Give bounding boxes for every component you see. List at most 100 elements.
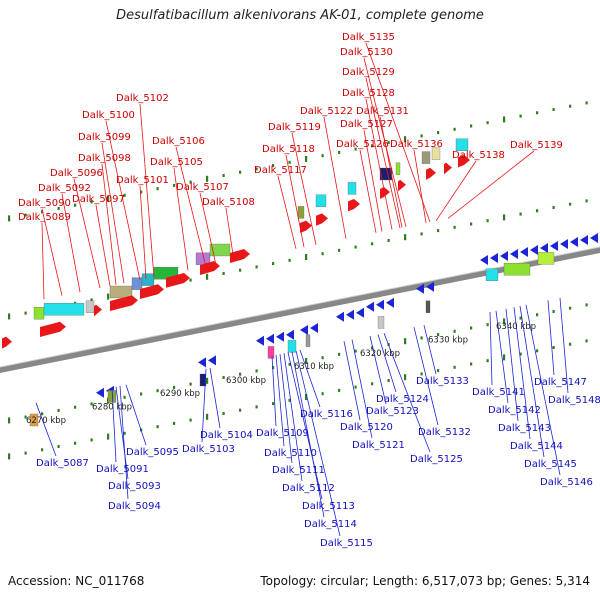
forward-leader-line — [291, 132, 317, 245]
tick-mark — [288, 160, 291, 164]
forward-leader-line — [277, 175, 297, 249]
tick-mark — [486, 219, 489, 223]
gene-features — [2, 138, 598, 427]
scale-label: 6320 kbp — [360, 349, 400, 359]
tick-mark — [255, 405, 258, 409]
tick-mark — [90, 402, 93, 406]
tick-mark — [404, 136, 407, 143]
tick-mark — [57, 207, 60, 210]
forward-leader-line — [413, 149, 427, 223]
gene-block — [141, 273, 155, 286]
reverse-leader-line — [413, 327, 439, 426]
reverse-gene-label: Dalk_5124 — [376, 394, 429, 405]
tick-mark — [57, 409, 60, 412]
scale-label: 6340 kbp — [496, 322, 536, 332]
gene-block — [33, 307, 45, 320]
forward-gene-label: Dalk_5090 — [18, 198, 71, 209]
reverse-gene-arrow — [550, 241, 558, 251]
scale-labels: 6270 kbp 6280 kbp 6290 kbp 6300 kbp 6310 kbp… — [26, 322, 536, 426]
reverse-leader-line — [201, 368, 207, 443]
reverse-gene-arrow — [266, 333, 274, 344]
gene-block — [503, 263, 531, 276]
reverse-gene-label: Dalk_5087 — [36, 458, 89, 469]
reverse-gene-arrow — [356, 307, 364, 318]
forward-gene-label: Dalk_5136 — [390, 139, 443, 150]
forward-leader-line — [41, 208, 63, 296]
tick-mark — [519, 212, 522, 216]
forward-gene-label: Dalk_5108 — [202, 197, 255, 208]
tick-mark — [470, 222, 473, 226]
tick-mark — [8, 453, 11, 460]
reverse-leader-line — [369, 335, 387, 405]
reverse-gene-arrow — [580, 235, 588, 245]
tick-mark — [536, 111, 539, 115]
reverse-leader-line — [125, 384, 147, 446]
forward-gene-label: Dalk_5139 — [510, 140, 563, 151]
forward-leader-line — [175, 146, 207, 267]
reverse-gene-label: Dalk_5146 — [540, 477, 593, 488]
forward-leader-line — [365, 98, 393, 230]
forward-leader-line — [323, 116, 347, 239]
tick-mark — [305, 156, 308, 162]
scale-label: 6330 kbp — [428, 335, 468, 345]
tick-mark — [8, 215, 11, 222]
tick-mark — [140, 190, 143, 194]
forward-leader-line — [41, 222, 45, 300]
tick-mark — [288, 362, 291, 366]
forward-gene-arrow — [230, 249, 250, 263]
reverse-leader-line — [489, 311, 493, 386]
reverse-gene-label: Dalk_5132 — [418, 427, 471, 438]
forward-gene-arrow — [348, 199, 360, 212]
tick-mark — [437, 333, 440, 337]
reverse-gene-label: Dalk_5093 — [108, 481, 161, 492]
tick-mark — [536, 313, 539, 317]
tick-mark — [57, 445, 60, 448]
tick-mark — [189, 382, 192, 386]
tick-mark — [354, 385, 357, 389]
reverse-gene-label: Dalk_5148 — [548, 395, 600, 406]
forward-leader-line — [225, 207, 235, 262]
reverse-leader-line — [513, 307, 531, 440]
tick-mark — [189, 180, 192, 184]
forward-gene-label: Dalk_5119 — [268, 122, 321, 133]
tick-mark — [503, 354, 506, 361]
forward-gene-label: Dalk_5107 — [176, 182, 229, 193]
gene-block — [455, 138, 469, 151]
tick-mark — [371, 346, 374, 350]
scale-label: 6290 kbp — [160, 389, 200, 399]
backbone-highlight — [0, 246, 600, 368]
reverse-leader-line — [559, 297, 569, 394]
forward-gene-arrow — [398, 179, 406, 192]
reverse-leader-line — [377, 334, 397, 393]
tick-mark — [305, 394, 308, 400]
tick-mark — [272, 262, 275, 266]
forward-leader-line — [173, 167, 189, 271]
forward-gene-label: Dalk_5128 — [342, 88, 395, 99]
tick-mark — [90, 298, 93, 302]
tick-mark — [107, 293, 110, 300]
forward-gene-label: Dalk_5122 — [300, 106, 353, 117]
reverse-gene-arrow — [570, 237, 578, 247]
tick-mark — [305, 358, 308, 364]
tick-mark — [239, 170, 242, 174]
tick-mark — [453, 329, 456, 333]
forward-gene-arrow — [110, 295, 138, 311]
scale-label: 6300 kbp — [226, 376, 266, 386]
genome-title: Desulfatibacillum alkenivorans AK-01, co… — [116, 8, 484, 23]
forward-leader-line — [61, 193, 81, 293]
forward-gene-label: Dalk_5127 — [340, 119, 393, 130]
gene-block — [305, 334, 311, 347]
tick-mark — [156, 425, 159, 429]
tick-mark — [371, 144, 374, 148]
tick-mark — [569, 342, 572, 346]
forward-gene-label: Dalk_5129 — [342, 67, 395, 78]
tick-mark — [321, 392, 324, 396]
tick-mark — [569, 306, 572, 310]
tick-mark — [321, 252, 324, 256]
reverse-gene-arrow — [256, 335, 264, 346]
scale-label: 6280 kbp — [92, 403, 132, 413]
gene-labels: Dalk_5089 Dalk_5090 Dalk_5092 Dalk_5096 Dalk… — [18, 32, 600, 549]
reverse-gene-arrow — [336, 311, 344, 322]
reverse-leader-line — [271, 355, 277, 427]
reverse-leader-line — [283, 353, 303, 482]
